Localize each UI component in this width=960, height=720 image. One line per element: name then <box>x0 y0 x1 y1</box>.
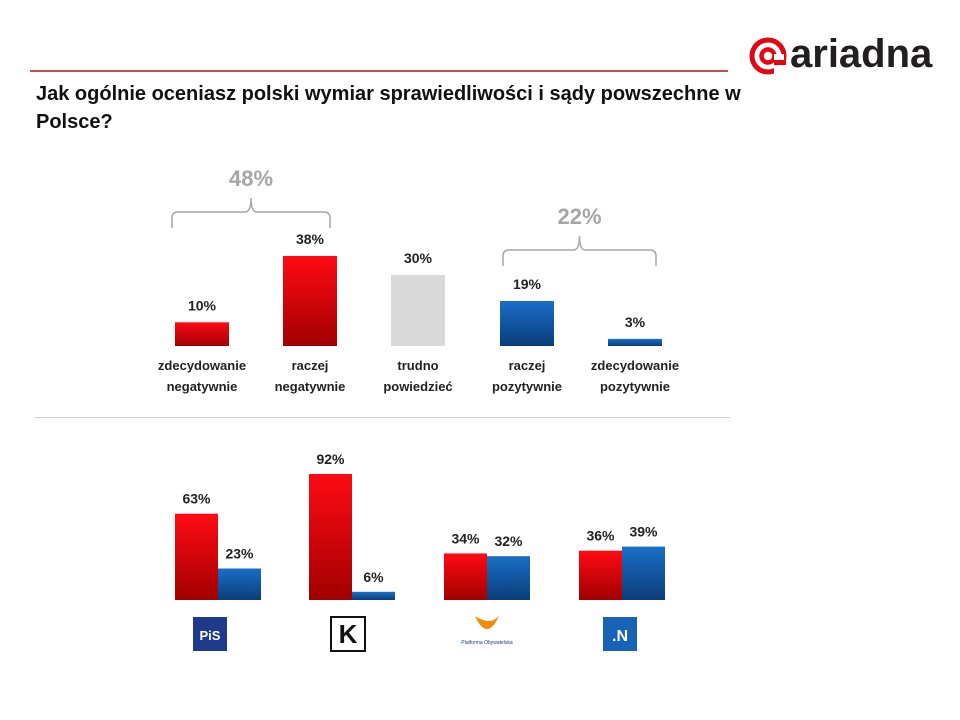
category-label-overall-3-0: raczej <box>509 358 546 373</box>
bar-party-1-series-0 <box>309 474 352 600</box>
nowoczesna-logo-text: .N <box>612 628 628 645</box>
value-label-party-2-series-1: 32% <box>494 533 523 549</box>
party-rating-chart: 63% 23% 92% 6% 34% 32% 36% 39% PiS K Platforma Oby… <box>175 451 665 652</box>
value-label-party-3-series-1: 39% <box>629 524 658 540</box>
category-label-overall-1-0: raczej <box>292 358 329 373</box>
category-label-overall-1-1: negatywnie <box>275 379 346 394</box>
group-total-label-0: 48% <box>229 166 273 191</box>
value-label-party-1-series-1: 6% <box>363 569 384 585</box>
value-label-party-2-series-0: 34% <box>451 530 480 546</box>
value-label-overall-0: 10% <box>188 297 217 313</box>
pis-logo <box>193 617 227 651</box>
po-logo <box>475 616 499 629</box>
category-label-overall-2-0: trudno <box>397 358 438 373</box>
bar-party-3-series-1 <box>622 546 665 600</box>
bar-overall-4 <box>608 338 662 346</box>
question-title: Jak ogólnie oceniasz polski wymiar spraw… <box>36 83 741 133</box>
group-bracket-1 <box>502 235 657 266</box>
category-label-overall-0-1: negatywnie <box>167 379 238 394</box>
po-logo-text: Platforma Obywatelska <box>461 640 513 646</box>
category-label-overall-4-0: zdecydowanie <box>591 358 679 373</box>
pis-logo-text: PiS <box>200 628 221 643</box>
nowoczesna-logo <box>603 617 637 651</box>
bar-overall-2 <box>391 274 445 346</box>
bar-party-0-series-0 <box>175 513 218 600</box>
value-label-overall-2: 30% <box>404 250 433 266</box>
bar-party-2-series-1 <box>487 556 530 600</box>
category-label-overall-3-1: pozytywnie <box>492 379 562 394</box>
value-label-overall-4: 3% <box>625 314 646 330</box>
section-divider <box>34 417 730 418</box>
top-divider <box>30 70 728 72</box>
category-label-overall-0-0: zdecydowanie <box>158 358 246 373</box>
value-label-overall-1: 38% <box>296 231 325 247</box>
bar-overall-1 <box>283 256 337 346</box>
value-label-party-3-series-0: 36% <box>586 528 615 544</box>
ariadna-logo-text: ariadna <box>790 32 933 76</box>
value-label-party-0-series-1: 23% <box>225 546 254 562</box>
bar-party-3-series-0 <box>579 550 622 600</box>
bar-party-0-series-1 <box>218 568 261 600</box>
bar-party-2-series-0 <box>444 553 487 600</box>
value-label-party-0-series-0: 63% <box>182 491 211 507</box>
kukiz-logo <box>330 616 366 652</box>
bar-party-1-series-1 <box>352 591 395 600</box>
bar-overall-0 <box>175 322 229 346</box>
category-label-overall-4-1: pozytywnie <box>600 379 670 394</box>
kukiz-logo-text: K <box>339 619 358 649</box>
group-bracket-0 <box>171 197 331 228</box>
ariadna-logo: ariadna <box>748 32 948 80</box>
ariadna-logo-icon <box>749 37 787 76</box>
overall-rating-chart: 10% zdecydowanie negatywnie 38% raczej negaty… <box>158 166 679 394</box>
bar-overall-3 <box>500 301 554 346</box>
value-label-overall-3: 19% <box>513 276 542 292</box>
group-total-label-1: 22% <box>557 204 601 229</box>
category-label-overall-2-1: powiedzieć <box>383 379 452 394</box>
value-label-party-1-series-0: 92% <box>316 451 345 467</box>
